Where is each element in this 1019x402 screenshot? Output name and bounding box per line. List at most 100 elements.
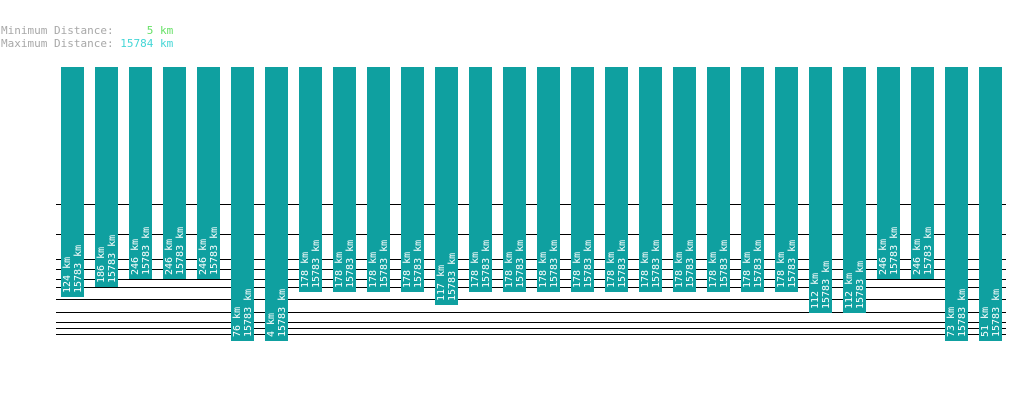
bar xyxy=(945,67,968,341)
bar xyxy=(537,67,560,292)
bar-top-label: 178 km xyxy=(572,252,583,288)
bar-top-label: 178 km xyxy=(640,252,651,288)
bar xyxy=(979,67,1002,341)
bar-top-label: 246 km xyxy=(878,239,889,275)
bar xyxy=(333,67,356,292)
bar xyxy=(367,67,390,292)
bar-bottom-label: 15783 km xyxy=(651,240,662,288)
bar-group: 178 km 15783 km xyxy=(401,67,424,292)
bar xyxy=(401,67,424,292)
bar-group: 51 km 15783 km xyxy=(979,67,1002,341)
bar-group: 178 km 15783 km xyxy=(571,67,594,292)
bar-bottom-label: 15783 km xyxy=(107,235,118,283)
bar xyxy=(911,67,934,279)
bar-top-label: 112 km xyxy=(844,273,855,309)
bar-bottom-label: 15783 km xyxy=(175,227,186,275)
bar xyxy=(163,67,186,279)
bar xyxy=(265,67,288,341)
bar xyxy=(877,67,900,279)
bar-group: 178 km 15783 km xyxy=(707,67,730,292)
bar-bottom-label: 15783 km xyxy=(345,240,356,288)
bar-top-label: 112 km xyxy=(810,273,821,309)
bar-bottom-label: 15783 km xyxy=(991,289,1002,337)
bar-group: 124 km 15783 km xyxy=(61,67,84,297)
bar-group: 246 km 15783 km xyxy=(129,67,152,279)
bar-group: 178 km 15783 km xyxy=(469,67,492,292)
bar xyxy=(843,67,866,313)
bar-bottom-label: 15783 km xyxy=(821,261,832,309)
bar-group: 178 km 15783 km xyxy=(605,67,628,292)
bar-bottom-label: 15783 km xyxy=(753,240,764,288)
bar-top-label: 178 km xyxy=(742,252,753,288)
bar-bottom-label: 15783 km xyxy=(209,227,220,275)
bar-top-label: 178 km xyxy=(708,252,719,288)
bar-top-label: 51 km xyxy=(980,307,991,337)
bar-group: 112 km 15783 km xyxy=(843,67,866,313)
bar-group: 178 km 15783 km xyxy=(367,67,390,292)
bar xyxy=(639,67,662,292)
bar-bottom-label: 15783 km xyxy=(787,240,798,288)
bar-group: 246 km 15783 km xyxy=(911,67,934,279)
bar-group: 186 km 15783 km xyxy=(95,67,118,287)
bar-group: 246 km 15783 km xyxy=(877,67,900,279)
bar xyxy=(129,67,152,279)
bar xyxy=(95,67,118,287)
bar-bottom-label: 15783 km xyxy=(243,289,254,337)
bar xyxy=(503,67,526,292)
bar-bottom-label: 15783 km xyxy=(515,240,526,288)
bar-bottom-label: 15783 km xyxy=(617,240,628,288)
bar-group: 178 km 15783 km xyxy=(299,67,322,292)
bar-bottom-label: 15783 km xyxy=(447,253,458,301)
bar-group: 178 km 15783 km xyxy=(673,67,696,292)
bar-group: 178 km 15783 km xyxy=(741,67,764,292)
bar-top-label: 73 km xyxy=(946,307,957,337)
bar-top-label: 178 km xyxy=(674,252,685,288)
bar-top-label: 246 km xyxy=(912,239,923,275)
bar xyxy=(673,67,696,292)
bar-bottom-label: 15783 km xyxy=(379,240,390,288)
bar xyxy=(775,67,798,292)
bar xyxy=(809,67,832,313)
bar-top-label: 178 km xyxy=(606,252,617,288)
bar-group: 246 km 15783 km xyxy=(197,67,220,279)
max-distance-value: 15784 km xyxy=(120,37,174,50)
bar-group: 73 km 15783 km xyxy=(945,67,968,341)
bar-top-label: 246 km xyxy=(198,239,209,275)
bar-group: 178 km 15783 km xyxy=(775,67,798,292)
bar-top-label: 178 km xyxy=(334,252,345,288)
bar-bottom-label: 15783 km xyxy=(141,227,152,275)
bar-top-label: 178 km xyxy=(402,252,413,288)
bar xyxy=(61,67,84,297)
bar-top-label: 4 km xyxy=(266,313,277,337)
bar-bottom-label: 15783 km xyxy=(481,240,492,288)
bar-group: 178 km 15783 km xyxy=(537,67,560,292)
bar-bottom-label: 15783 km xyxy=(549,240,560,288)
bar-top-label: 178 km xyxy=(538,252,549,288)
bar-top-label: 178 km xyxy=(470,252,481,288)
bar-top-label: 178 km xyxy=(300,252,311,288)
min-distance-row: Minimum Distance: 5 km xyxy=(1,24,173,37)
max-distance-label: Maximum Distance: xyxy=(1,37,114,50)
bar-bottom-label: 15783 km xyxy=(719,240,730,288)
min-distance-value: 5 km xyxy=(146,24,174,37)
bar-bottom-label: 15783 km xyxy=(957,289,968,337)
bar xyxy=(605,67,628,292)
bar xyxy=(707,67,730,292)
bar-bottom-label: 15783 km xyxy=(277,289,288,337)
bar-group: 246 km 15783 km xyxy=(163,67,186,279)
bar-bottom-label: 15783 km xyxy=(73,245,84,293)
bar-bottom-label: 15783 km xyxy=(685,240,696,288)
bar-group: 112 km 15783 km xyxy=(809,67,832,313)
bar-top-label: 124 km xyxy=(62,257,73,293)
bar xyxy=(435,67,458,305)
bar-top-label: 178 km xyxy=(368,252,379,288)
bar-group: 4 km 15783 km xyxy=(265,67,288,341)
bar xyxy=(231,67,254,341)
bar-bottom-label: 15783 km xyxy=(923,227,934,275)
bar xyxy=(299,67,322,292)
bar xyxy=(197,67,220,279)
bar xyxy=(469,67,492,292)
bar-group: 178 km 15783 km xyxy=(333,67,356,292)
max-distance-row: Maximum Distance: 15784 km xyxy=(1,37,173,50)
